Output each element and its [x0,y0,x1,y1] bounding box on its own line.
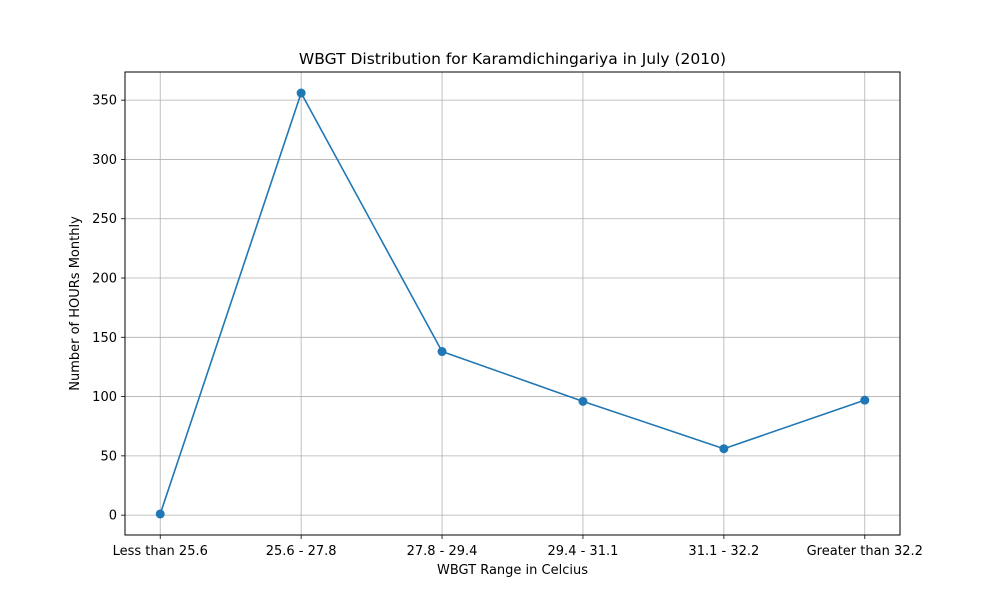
x-tick-label: Greater than 32.2 [807,544,923,559]
y-tick-label: 150 [92,331,117,346]
axis-ticks: Less than 25.6 25.6 - 27.8 27.8 - 29.4 29.4… [92,94,923,559]
series-line [159,92,866,515]
data-point [155,509,165,519]
data-point [860,395,870,405]
y-tick-label: 200 [92,272,117,287]
y-tick-label: 250 [92,212,117,227]
data-point [719,444,729,454]
y-tick-label: 300 [92,153,117,168]
y-tick-label: 50 [100,449,117,464]
data-point [578,396,588,406]
x-tick-label: 25.6 - 27.8 [266,544,337,559]
x-tick-label: 27.8 - 29.4 [407,544,478,559]
y-tick-label: 0 [109,509,117,524]
axes-frame [124,71,901,536]
y-tick-label: 350 [92,94,117,109]
data-point [296,88,306,98]
x-axis-title: WBGT Range in Celcius [437,563,588,578]
y-axis-title: Number of HOURs Monthly [68,216,83,391]
chart-title: WBGT Distribution for Karamdichingariya … [299,50,726,68]
x-tick-label: Less than 25.6 [113,544,208,559]
x-tick-label: 31.1 - 32.2 [688,544,759,559]
grid [125,72,900,535]
data-point [437,347,447,357]
y-tick-label: 100 [92,390,117,405]
x-tick-label: 29.4 - 31.1 [548,544,619,559]
plot-area [155,88,870,519]
